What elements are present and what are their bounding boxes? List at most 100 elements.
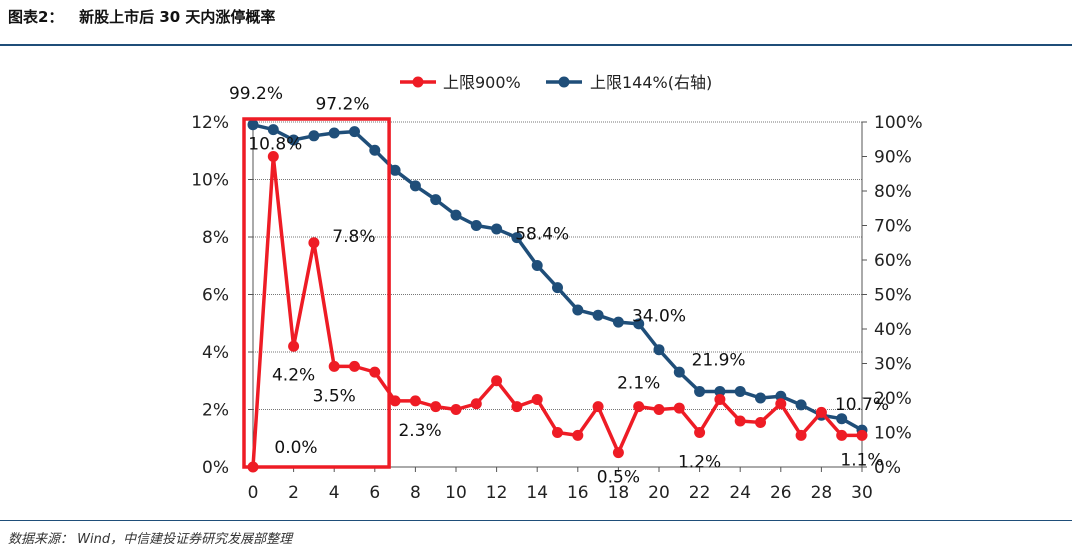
data-source-note: 数据来源： Wind，中信建投证券研究发展部整理 [8,532,293,547]
right-tick-label: 10% [874,424,912,444]
data-point-upper-900 [308,237,320,249]
data-point-upper-900 [592,401,604,413]
right-tick-label: 80% [874,182,912,202]
left-tick-label: 10% [191,171,229,191]
data-point-upper-900 [633,401,645,413]
data-point-upper-144 [430,194,442,206]
data-point-upper-900 [714,393,726,405]
x-tick-label: 6 [369,483,380,503]
data-point-upper-900 [369,366,381,378]
right-tick-label: 20% [874,389,912,409]
data-point-upper-144 [450,209,462,221]
left-tick-label: 0% [202,458,229,478]
data-label: 7.8% [332,227,375,247]
data-label: 2.3% [398,421,441,441]
legend-label-upper-144: 上限144%(右轴) [590,73,712,92]
x-tick-label: 22 [689,483,711,503]
data-point-upper-144 [267,124,279,136]
data-point-upper-900 [734,415,746,427]
data-label: 0.0% [274,438,317,458]
data-label: 0.5% [597,468,640,488]
data-point-upper-900 [491,375,503,387]
left-tick-label: 2% [202,401,229,421]
left-tick-label: 12% [191,113,229,133]
data-label: 58.4% [515,225,569,245]
data-point-upper-144 [552,282,563,294]
data-point-upper-900 [795,429,807,441]
data-point-upper-144 [470,220,482,231]
data-point-upper-144 [308,130,320,142]
x-tick-label: 10 [445,483,467,503]
x-tick-label: 0 [248,483,259,503]
header-rule [0,44,1072,46]
left-tick-label: 4% [202,343,229,363]
legend-marker-upper-900 [412,76,424,88]
x-tick-label: 28 [811,483,833,503]
data-point-upper-144 [511,232,523,244]
x-tick-label: 4 [329,483,340,503]
x-tick-label: 12 [486,483,508,503]
data-point-upper-144 [328,127,340,139]
right-tick-label: 30% [874,355,912,375]
data-label: 97.2% [315,95,369,115]
data-point-upper-900 [836,429,848,441]
data-label: 3.5% [313,386,356,406]
data-point-upper-900 [267,151,279,162]
data-label: 99.2% [229,84,283,104]
right-tick-label: 90% [874,148,912,168]
highlight-box [242,117,391,469]
data-label: 4.2% [272,365,315,385]
right-tick-label: 70% [874,217,912,237]
x-tick-label: 20 [648,483,670,503]
data-point-upper-900 [612,447,624,459]
x-tick-label: 8 [410,483,421,503]
data-point-upper-144 [714,385,726,397]
data-point-upper-144 [288,134,300,146]
left-tick-label: 6% [202,286,229,306]
data-point-upper-900 [775,398,787,410]
data-point-upper-900 [572,429,584,441]
data-point-upper-144 [349,126,360,138]
data-label: 21.9% [692,350,746,370]
data-point-upper-144 [531,260,543,272]
data-point-upper-144 [409,180,421,192]
data-point-upper-900 [349,360,360,372]
x-tick-label: 24 [729,483,751,503]
data-point-upper-900 [694,427,706,438]
right-tick-label: 50% [874,286,912,306]
data-point-upper-900 [328,360,340,372]
footer-rule [0,520,1072,521]
x-tick-label: 26 [770,483,792,503]
data-point-upper-900 [673,402,685,414]
data-point-upper-900 [552,427,563,438]
data-point-upper-900 [815,406,827,418]
data-point-upper-900 [511,401,523,413]
legend-label-upper-900: 上限900% [443,73,521,92]
right-tick-label: 60% [874,251,912,271]
x-tick-label: 2 [288,483,299,503]
data-point-upper-144 [572,304,584,316]
x-tick-label: 14 [526,483,548,503]
data-point-upper-900 [653,404,665,415]
data-point-upper-144 [694,385,706,397]
data-point-upper-144 [734,385,746,397]
data-point-upper-144 [653,344,665,356]
data-point-upper-144 [612,316,624,328]
data-point-upper-144 [633,318,645,330]
data-point-upper-900 [389,395,401,407]
x-tick-label: 30 [851,483,873,503]
left-tick-label: 8% [202,228,229,248]
data-point-upper-144 [491,223,503,235]
right-tick-label: 40% [874,320,912,340]
data-point-upper-900 [450,404,462,415]
data-point-upper-144 [836,413,848,425]
data-point-upper-900 [531,393,543,405]
legend-marker-upper-144 [558,76,570,88]
data-label: 2.1% [617,374,660,394]
data-label: 34.0% [632,307,686,327]
data-label: 10.7% [835,395,889,415]
x-tick-label: 16 [567,483,589,503]
data-point-upper-144 [247,119,259,131]
series-line-upper-900 [251,154,862,468]
